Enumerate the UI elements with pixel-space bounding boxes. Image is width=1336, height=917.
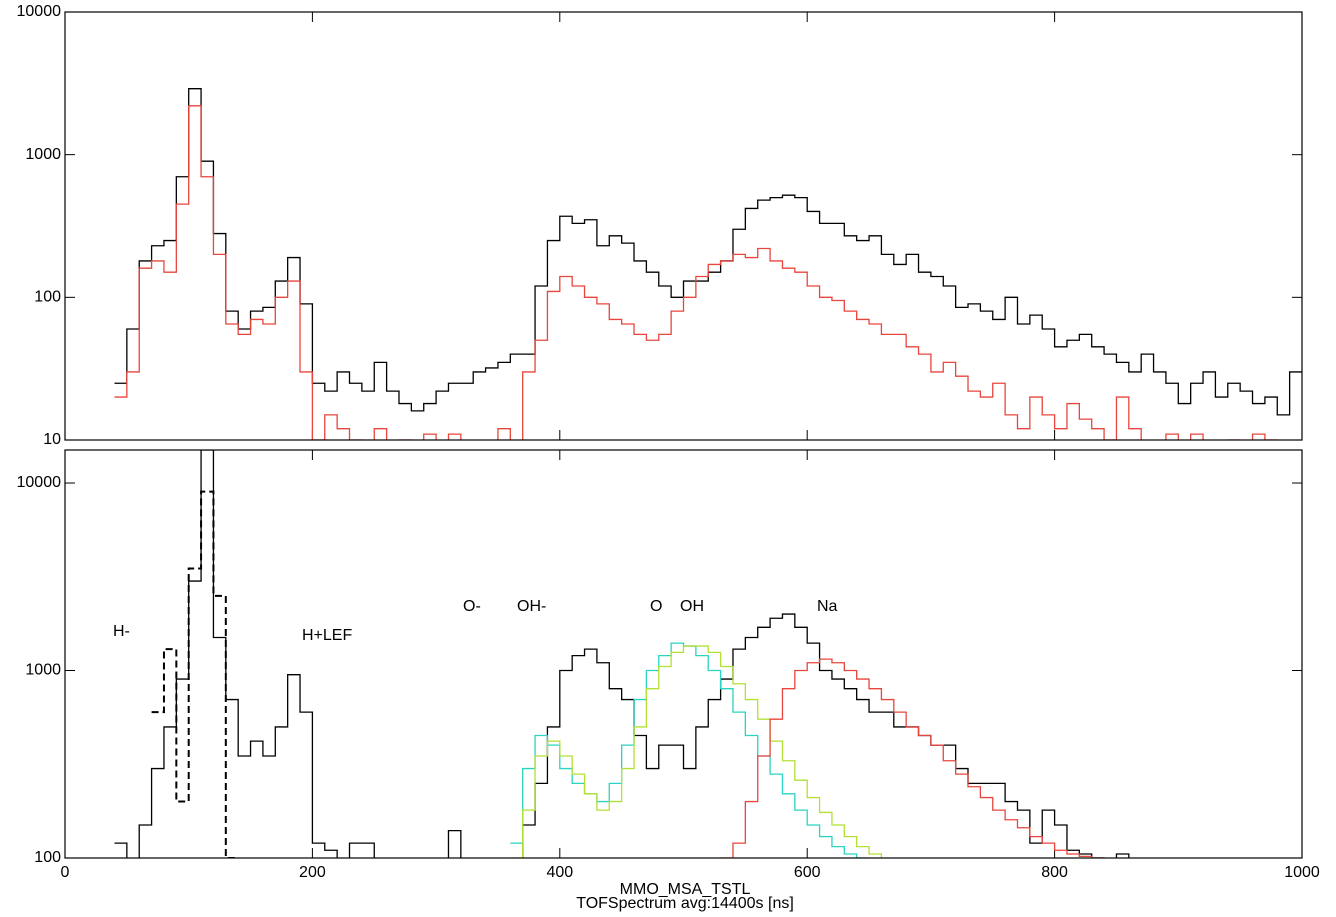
histogram-line: [510, 645, 883, 858]
plot-frame: [64, 11, 1303, 441]
x-tick-label: 400: [546, 864, 573, 881]
annotation: OH: [680, 598, 704, 615]
plot-area: [114, 88, 1302, 440]
y-tick-label: 100: [34, 849, 61, 866]
y-tick-label: 10: [43, 431, 61, 448]
y-tick-label: 10000: [17, 474, 62, 491]
panel: 10 100 1000 10000: [17, 3, 1303, 448]
annotation: Na: [817, 598, 838, 615]
annotation: H-: [113, 623, 130, 640]
annotation: OH-: [517, 598, 546, 615]
x-axis-label: MMO_MSA_TSTL: [620, 881, 751, 898]
annotation: O: [650, 598, 662, 615]
histogram-line: [151, 490, 239, 858]
annotation: H+LEF: [302, 627, 352, 644]
y-tick-label: 10000: [17, 3, 62, 20]
x-tick-label: 800: [1041, 864, 1068, 881]
histogram-line: [114, 105, 1278, 440]
y-tick-label: 100: [34, 289, 61, 306]
x-axis-label: TOFSpectrum avg:14400s [ns]: [576, 895, 794, 912]
y-tick-label: 1000: [25, 662, 61, 679]
panel: 100 1000 10000 0 200 400 600 800 1000 H- H+LEF O- OH…: [17, 449, 1320, 912]
x-tick-label: 0: [61, 864, 70, 881]
histogram-line: [720, 658, 1105, 858]
histogram-line: [114, 88, 1302, 416]
x-tick-label: 200: [299, 864, 326, 881]
plot-area: [114, 450, 1130, 858]
histogram-line: [114, 450, 1130, 858]
x-tick-label: 600: [794, 864, 821, 881]
histogram-line: [510, 642, 870, 858]
plot-frame: [64, 449, 1303, 859]
y-tick-label: 1000: [25, 146, 61, 163]
x-tick-label: 1000: [1284, 864, 1320, 881]
annotation: O-: [463, 598, 481, 615]
